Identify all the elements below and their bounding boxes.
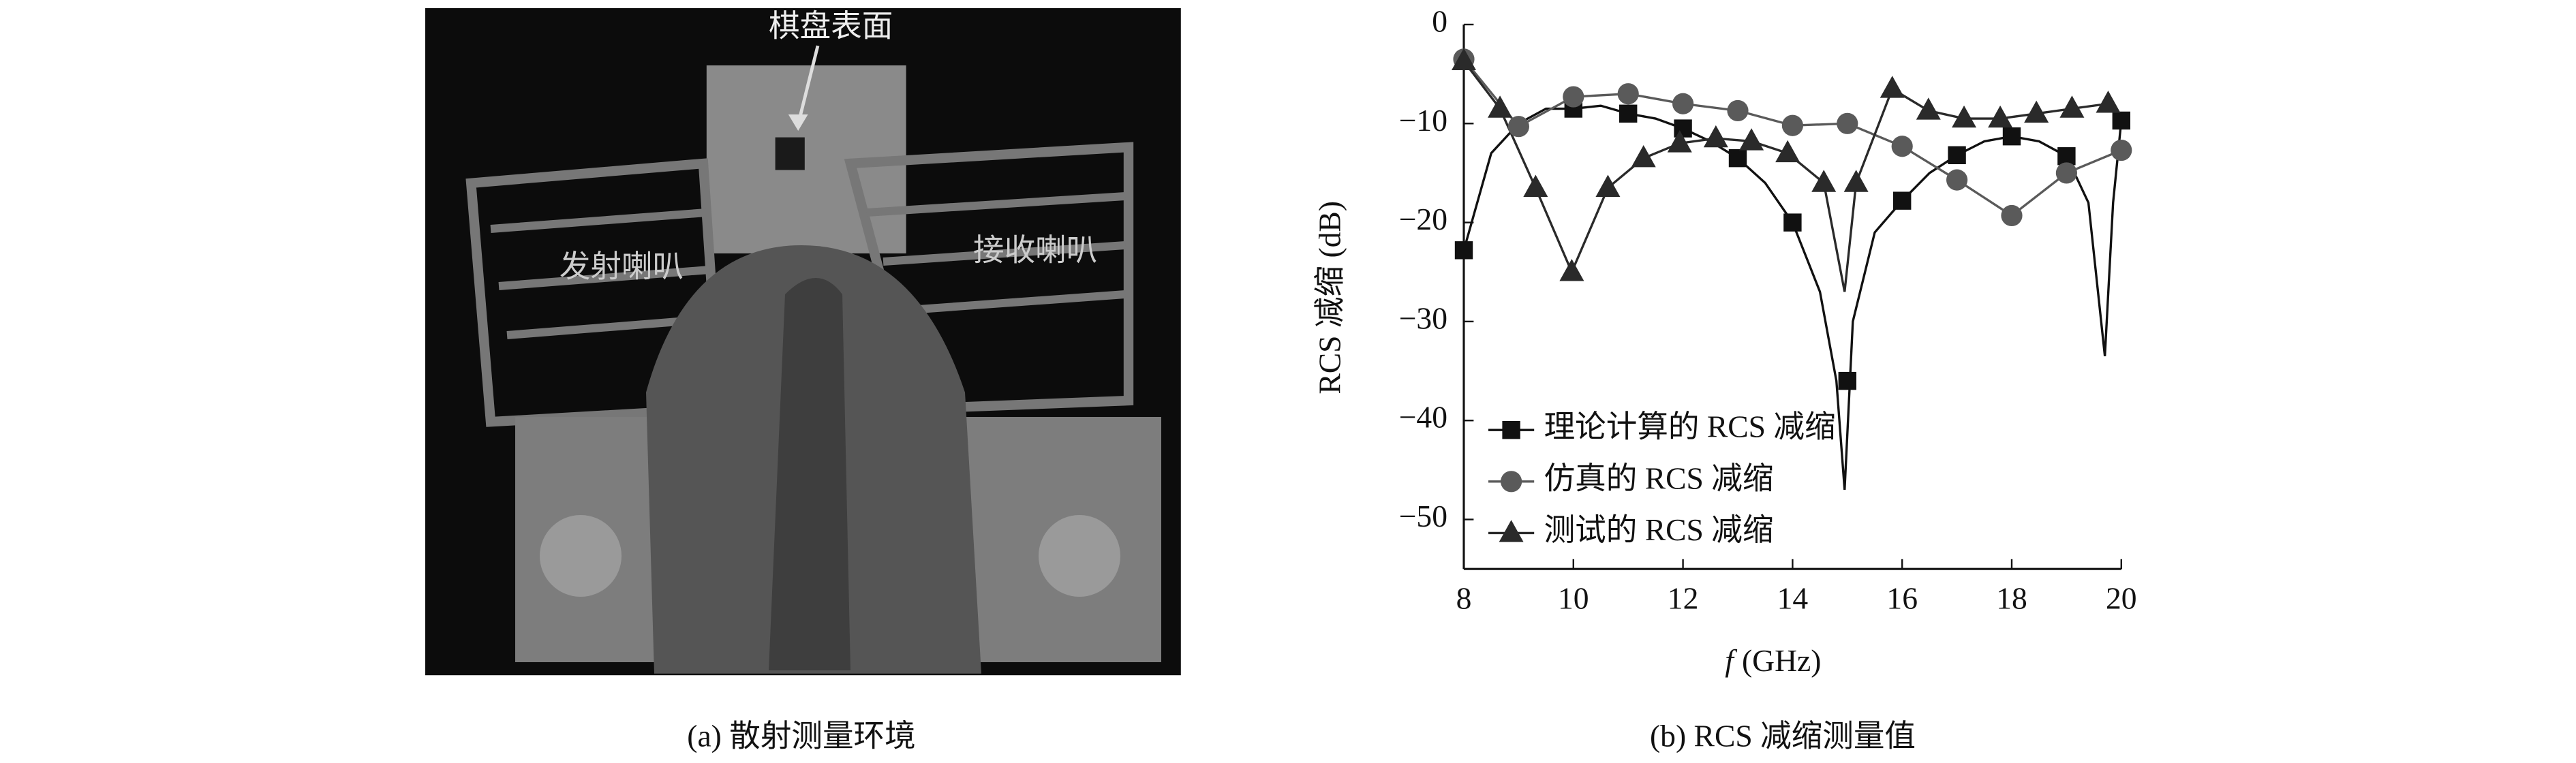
- y-tick-label: −20: [1399, 202, 1447, 236]
- legend-symbol: [1500, 471, 1522, 493]
- data-point: [1843, 170, 1869, 192]
- caption: (a) 散射测量环境: [687, 718, 915, 753]
- data-point: [1946, 169, 1968, 191]
- data-point: [2111, 139, 2132, 161]
- photo: 棋盘表面 发射喇叭 接收喇叭: [425, 7, 1181, 676]
- data-point: [1617, 83, 1639, 105]
- series-line: [1462, 104, 2123, 490]
- data-point: [1775, 140, 1800, 163]
- photo-horn-ribs: [866, 192, 1126, 315]
- data-point: [2002, 127, 2021, 146]
- series-line: [1462, 60, 2109, 292]
- data-point: [2055, 162, 2077, 184]
- photo-label: 棋盘表面: [769, 9, 893, 44]
- photo-label: 发射喇叭: [559, 249, 684, 283]
- data-point: [1488, 95, 1513, 118]
- legend-symbol: [1499, 520, 1524, 542]
- x-tick-label: 8: [1456, 581, 1472, 616]
- x-tick-label: 10: [1558, 581, 1589, 616]
- photo-checkerboard: [775, 137, 805, 170]
- data-point: [1728, 149, 1747, 168]
- data-point: [1703, 125, 1728, 148]
- data-point: [1563, 86, 1584, 108]
- data-point: [1451, 48, 1476, 70]
- data-point: [1674, 119, 1692, 138]
- data-point: [1781, 114, 1803, 136]
- x-axis-label: (GHz): [1742, 643, 1821, 678]
- y-axis-label: RCS 减缩 (dB): [1312, 201, 1347, 394]
- data-point: [1672, 93, 1694, 114]
- x-tick-label: 12: [1668, 581, 1699, 616]
- data-point: [1667, 130, 1692, 153]
- y-tick-label: 0: [1432, 3, 1447, 38]
- data-point: [2001, 204, 2023, 227]
- data-point: [1631, 144, 1656, 168]
- data-point: [2057, 147, 2076, 166]
- x-tick-label: 20: [2106, 581, 2137, 616]
- data-point: [1838, 371, 1856, 390]
- data-point: [2024, 100, 2049, 123]
- data-point: [1507, 116, 1529, 138]
- y-tick-label: −30: [1399, 300, 1447, 335]
- photo-label: 接收喇叭: [973, 232, 1097, 267]
- data-point: [1837, 112, 1858, 134]
- data-point: [1891, 136, 1913, 157]
- data-point: [1523, 174, 1548, 197]
- data-point: [1811, 170, 1837, 192]
- photo-arrow: [796, 45, 820, 125]
- data-point: [1916, 97, 1941, 120]
- y-tick-label: −10: [1399, 103, 1447, 138]
- data-point: [1952, 105, 1977, 128]
- caption: (b) RCS 减缩测量值: [1650, 718, 1916, 753]
- photo-flange: [1039, 514, 1121, 597]
- legend-label: 测试的 RCS 减缩: [1544, 512, 1774, 547]
- data-point: [1559, 259, 1584, 281]
- data-point: [2112, 111, 2130, 130]
- data-point: [1727, 99, 1749, 122]
- data-point: [2096, 91, 2121, 113]
- data-point: [1739, 128, 1764, 151]
- data-point: [1988, 105, 2013, 128]
- data-point: [1619, 104, 1638, 123]
- x-tick-label: 14: [1777, 581, 1809, 616]
- legend-label: 理论计算的 RCS 减缩: [1544, 409, 1836, 444]
- data-point: [1783, 213, 1802, 232]
- photo-flange: [540, 514, 622, 597]
- data-point: [1948, 146, 1966, 165]
- data-point: [2059, 95, 2085, 118]
- chart: RCS 减缩 (dB) f (GHz) 0 −10 −20 −30 −40 −50 8 10 1…: [1312, 3, 2136, 677]
- data-point: [1880, 76, 1905, 98]
- data-point: [1454, 241, 1473, 260]
- x-tick-label: 18: [1996, 581, 2027, 616]
- x-axis-label: f: [1725, 643, 1737, 678]
- legend-symbol: [1502, 420, 1520, 439]
- data-point: [1892, 191, 1912, 210]
- legend-label: 仿真的 RCS 减缩: [1544, 461, 1774, 495]
- photo-arrowhead: [788, 114, 808, 131]
- data-point: [1595, 174, 1621, 197]
- x-tick-label: 16: [1886, 581, 1918, 616]
- y-tick-label: −40: [1399, 400, 1447, 435]
- y-tick-label: −50: [1399, 499, 1447, 533]
- photo-absorber-ridge: [769, 277, 851, 670]
